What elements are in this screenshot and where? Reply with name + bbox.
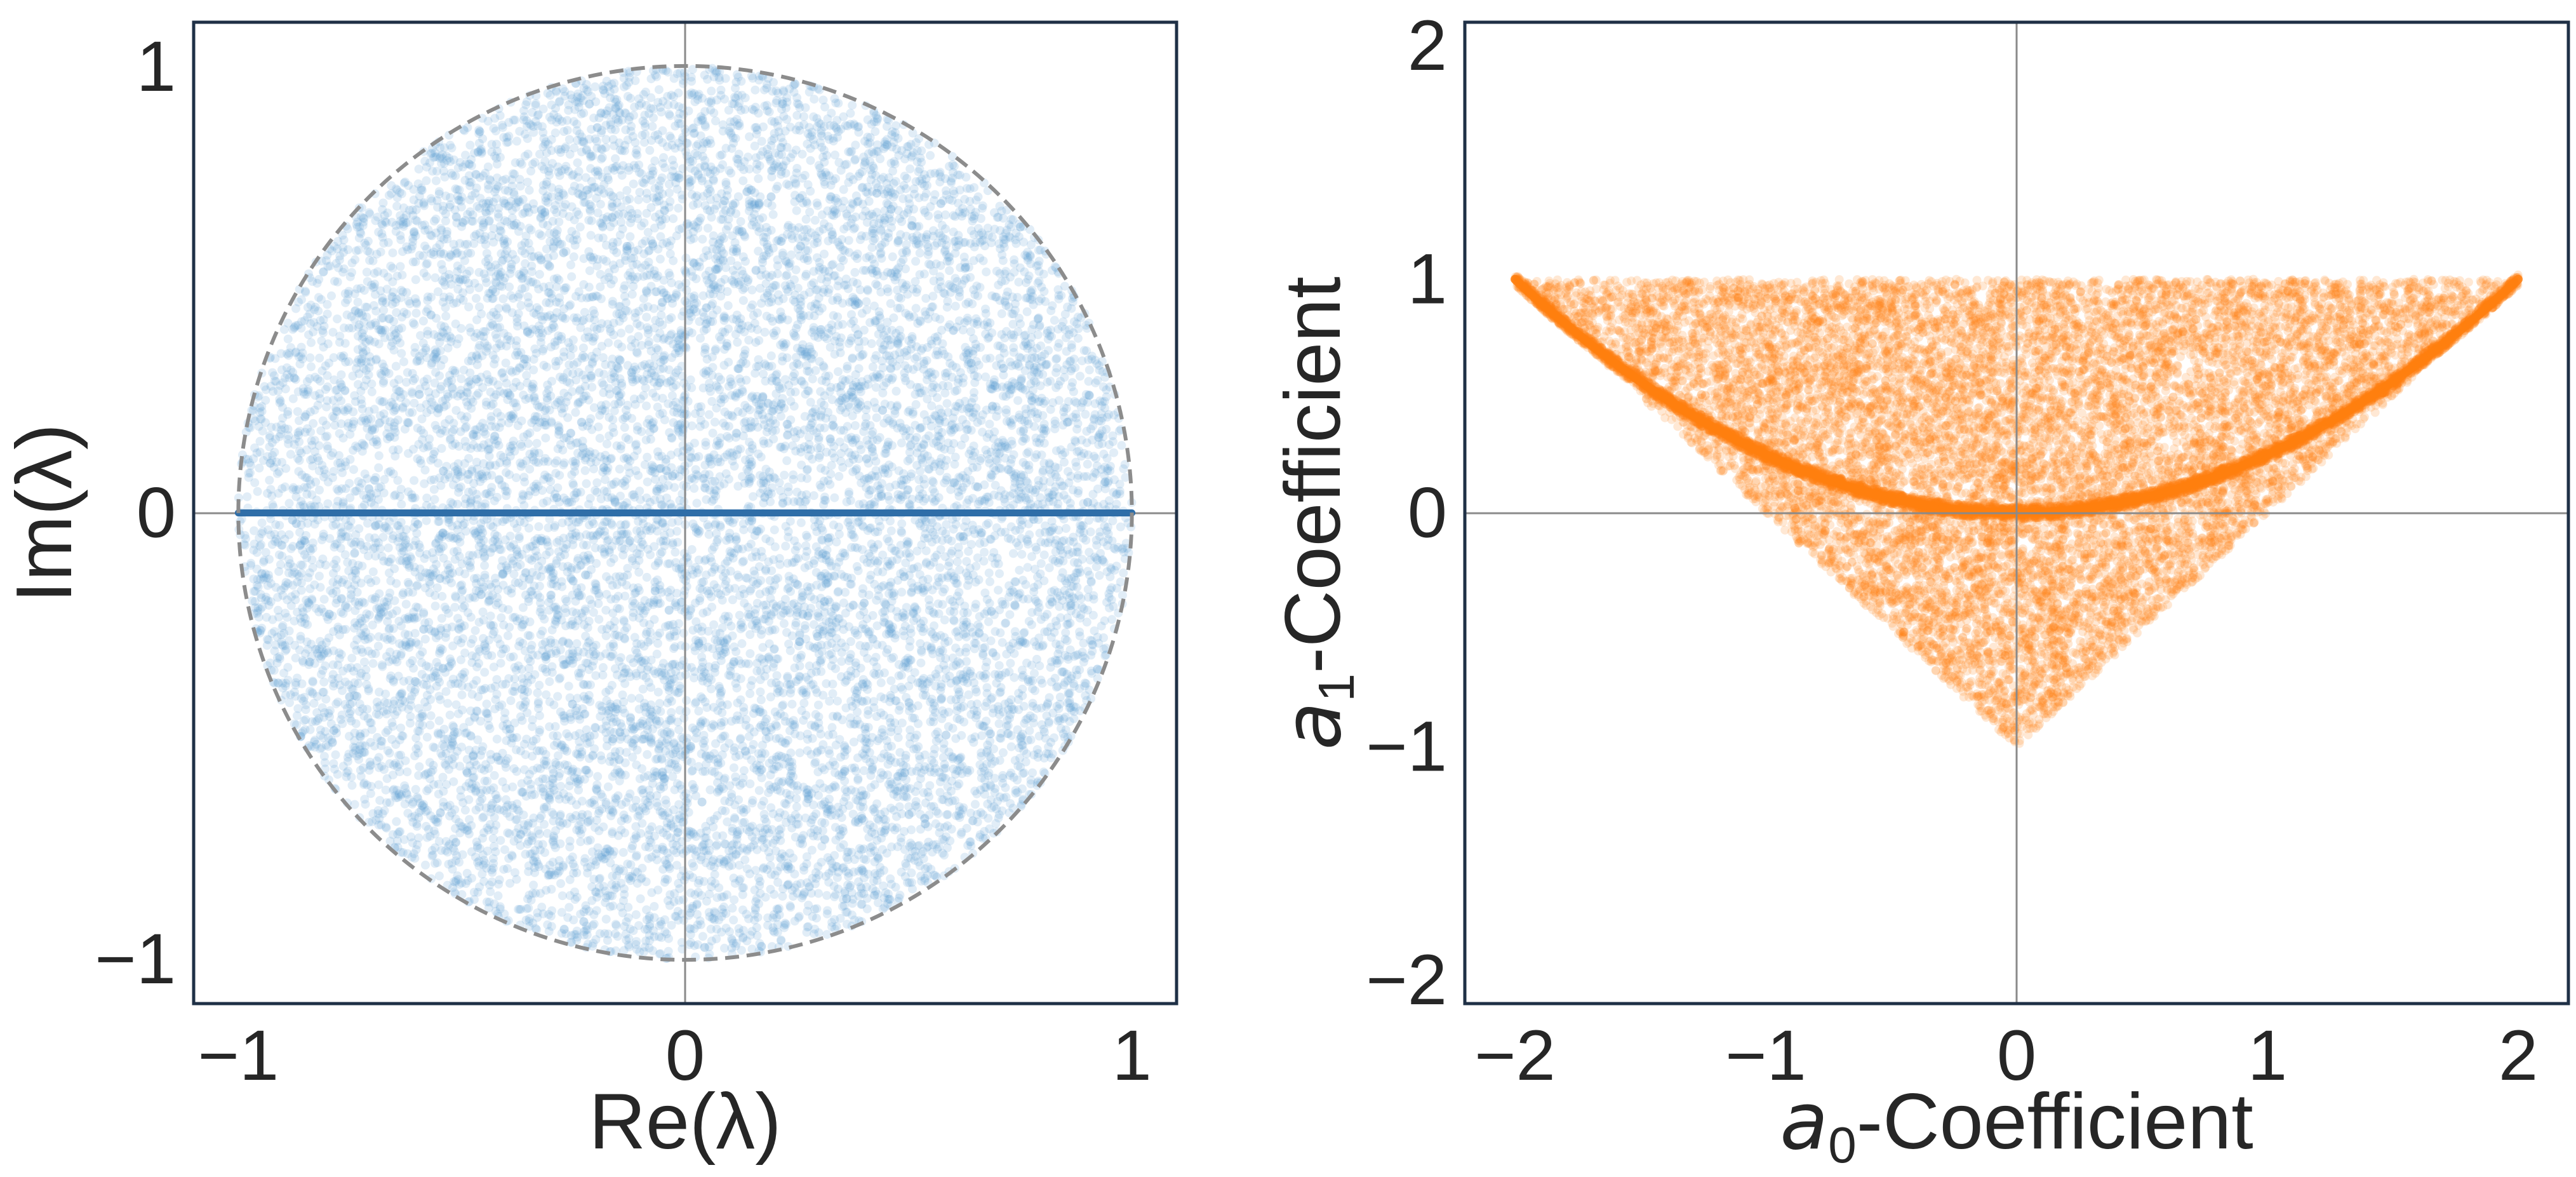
y-tick-label: −1 [95, 919, 176, 999]
x-tick-label: −1 [1725, 1016, 1806, 1095]
y-tick-label: 1 [1408, 239, 1447, 319]
plot-frame-left [192, 20, 1178, 1005]
y-axis-label: a1-Coefficient [1267, 276, 1365, 750]
y-axis-label: Im(λ) [1, 424, 88, 603]
y-tick-label: 0 [1408, 473, 1447, 553]
eigenvalue-plot: −1 0 1 −1 0 1 Re(λ) Im(λ) [1, 20, 1178, 1166]
x-axis-label: a0-Coefficient [1780, 1076, 2253, 1173]
y-tick-label: 0 [137, 473, 176, 553]
y-tick-label: −1 [1366, 706, 1447, 786]
y-axis-label-suffix: -Coefficient [1269, 276, 1357, 673]
x-tick-label: 2 [2499, 1016, 2538, 1095]
unit-circle [236, 64, 1134, 962]
x-tick-label: −1 [198, 1016, 279, 1095]
plot-frame-right [1463, 20, 2570, 1005]
y-tick-labels: −1 0 1 [95, 27, 176, 999]
y-tick-label: −2 [1366, 940, 1447, 1019]
y-tick-label: 2 [1408, 6, 1447, 85]
y-axis-label-var: a [1267, 702, 1359, 750]
x-axis-label: Re(λ) [589, 1078, 781, 1166]
x-axis-label-var: a [1780, 1076, 1828, 1167]
y-tick-labels: −2 −1 0 1 2 [1366, 6, 1447, 1019]
y-axis-label-sub: 1 [1308, 673, 1365, 702]
x-tick-label: 0 [1997, 1016, 2036, 1095]
x-tick-labels: −1 0 1 [198, 1016, 1152, 1095]
complex-root-points [234, 64, 1137, 963]
x-tick-labels: −2 −1 0 1 2 [1474, 1016, 2538, 1095]
x-tick-label: −2 [1474, 1016, 1556, 1095]
x-axis-label-sub: 0 [1828, 1117, 1857, 1173]
y-tick-label: 1 [137, 27, 176, 106]
x-tick-label: 1 [1112, 1016, 1151, 1095]
x-tick-label: 1 [2248, 1016, 2287, 1095]
x-axis-label-suffix: -Coefficient [1857, 1078, 2253, 1166]
x-tick-label: 0 [665, 1016, 705, 1095]
